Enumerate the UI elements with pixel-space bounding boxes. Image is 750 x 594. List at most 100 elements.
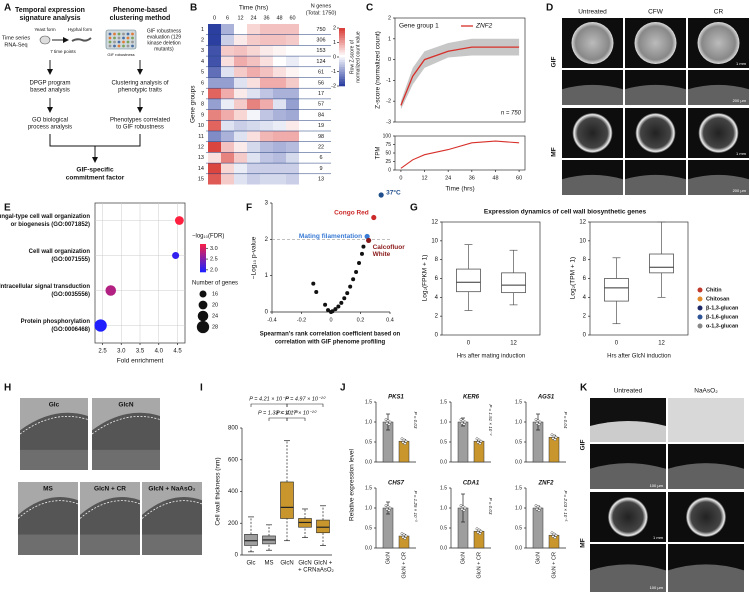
cell-wall-edge [17, 500, 79, 519]
heatmap-cell [273, 66, 286, 78]
y-tick-label: 4 [435, 295, 439, 301]
label: Hrs after GlcN induction [607, 354, 671, 360]
y-tick-label: 1.0 [515, 505, 522, 511]
label: DPGP program [30, 81, 71, 87]
colony-edge [562, 84, 623, 105]
bar [457, 421, 469, 463]
plate-well [113, 32, 116, 36]
label: 13 [318, 177, 324, 183]
label: Time (hrs) [445, 186, 474, 193]
cell-wall-edge [19, 416, 89, 435]
heatmap-cell [273, 141, 286, 153]
plate-well [108, 36, 112, 40]
label: AGS1 [537, 395, 555, 401]
colorbar-step [200, 245, 206, 248]
point [359, 251, 364, 256]
replicate [463, 506, 467, 510]
label: P = 0.03 [413, 412, 418, 429]
colony [697, 22, 740, 64]
replicate [553, 438, 557, 441]
y-tick-label: 200 [228, 521, 239, 527]
panel-letter: K [580, 383, 588, 394]
label: evaluation (129 [147, 34, 181, 40]
heatmap-cell [208, 56, 221, 67]
y-tick-label: 75 [385, 142, 391, 148]
label: −Log₁₀ p-value [251, 236, 258, 279]
label: phenotypic traits [118, 88, 162, 94]
label: Congo Red [334, 209, 369, 216]
heatmap-cell [234, 88, 247, 99]
heatmap-cell [247, 34, 260, 46]
x-tick-label: -0.4 [267, 317, 276, 323]
label: Temporal expression [15, 7, 85, 14]
y-tick-label: 1.5 [365, 399, 372, 405]
heatmap-cell [221, 88, 234, 99]
plate-well [131, 32, 134, 36]
label: P = 2.03 × 10⁻⁵ [563, 490, 568, 521]
heatmap-cell [260, 131, 273, 142]
panel-letter: C [366, 3, 373, 14]
heatmap-cell [234, 173, 247, 185]
heatmap-cell [286, 45, 299, 57]
label: Expression dynamics of cell wall biosynt… [484, 209, 647, 216]
y-tick-label: 2 [265, 237, 269, 243]
y-tick-label: 3 [265, 201, 269, 207]
x-tick-label: 4.5 [173, 349, 182, 355]
label: or biogenesis (GO:0071852) [11, 222, 90, 228]
label: 14 [198, 166, 204, 172]
replicate [459, 504, 463, 507]
heatmap-cell [221, 56, 234, 67]
colorbar-step [200, 251, 206, 254]
replicate [476, 531, 480, 534]
label: −log₁₀(FDR) [192, 234, 224, 240]
label: mutants) [154, 46, 174, 52]
label: 12 [658, 341, 665, 347]
plate-well [122, 32, 125, 36]
heatmap-cell [208, 88, 221, 99]
label: White [373, 251, 391, 258]
label: MF [580, 538, 587, 547]
box [604, 278, 629, 302]
x-tick-label: 60 [516, 175, 522, 181]
heatmap-cell [273, 56, 286, 67]
highlight-point [366, 237, 372, 244]
replicate [401, 535, 405, 539]
label: Untreated [578, 9, 607, 16]
label: 0 [333, 54, 336, 60]
colorbar-step [339, 64, 345, 67]
label: 8 [201, 102, 204, 108]
replicate [386, 505, 390, 509]
plate-well [113, 44, 116, 48]
heatmap-cell [247, 56, 260, 67]
cytoplasm [92, 449, 160, 470]
label: Chitosan [706, 296, 730, 302]
heatmap-cell [221, 66, 234, 78]
y-tick-label: -3 [386, 119, 391, 125]
label: 12 [198, 145, 204, 151]
y-tick-label: 1.0 [515, 419, 522, 425]
cell-wall-edge [91, 416, 161, 435]
label: CR [714, 9, 724, 16]
heatmap-cell [234, 120, 247, 131]
label: 61 [318, 70, 324, 76]
label: 153 [316, 48, 325, 54]
label: CDA1 [463, 481, 480, 487]
heatmap-cell [273, 98, 286, 110]
colony [634, 22, 677, 64]
label: 13 [198, 155, 204, 161]
heatmap-cell [286, 66, 299, 78]
heatmap-cell [221, 77, 234, 89]
label: Fold enrichment [117, 358, 164, 365]
label: 17 [318, 91, 324, 97]
label: 7 time points [50, 49, 76, 54]
y-tick-label: 400 [228, 489, 239, 495]
replicate [404, 534, 408, 538]
heatmap-cell [286, 24, 299, 35]
y-tick-label: 1 [388, 36, 391, 42]
label: 6 [226, 15, 229, 21]
y-tick-label: 1.0 [440, 419, 447, 425]
colorbar-step [339, 54, 345, 58]
label: RNA-Seq [4, 42, 27, 48]
